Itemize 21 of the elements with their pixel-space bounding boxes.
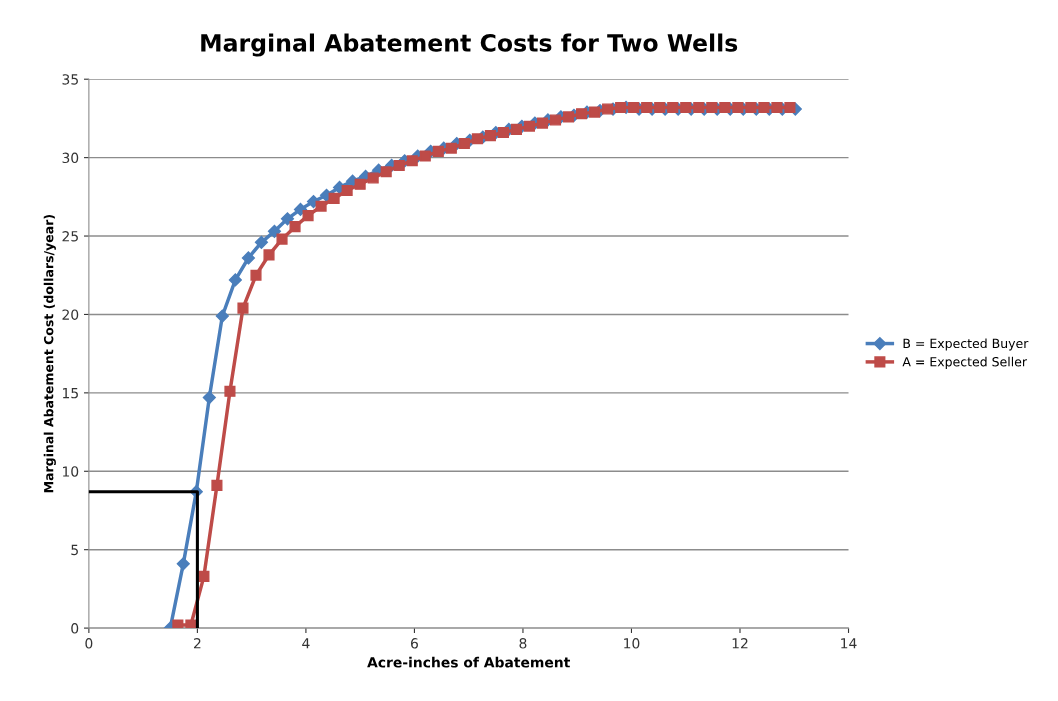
- x-axis-title: Acre-inches of Abatement: [367, 656, 571, 668]
- x-tick-label: 8: [519, 638, 527, 649]
- x-tick-label: 6: [410, 638, 418, 649]
- y-tick-label: 25: [62, 231, 78, 242]
- legend-label: B = Expected Buyer: [903, 338, 1029, 351]
- y-tick-label: 0: [71, 623, 79, 634]
- x-tick-label: 10: [624, 638, 640, 649]
- x-tick-label: 14: [841, 638, 857, 649]
- y-tick-label: 35: [62, 74, 78, 85]
- legend-label: A = Expected Seller: [902, 356, 1028, 369]
- y-tick-label: 15: [63, 388, 78, 399]
- x-tick-label: 4: [302, 638, 310, 649]
- y-tick-label: 30: [62, 152, 79, 164]
- y-tick-label: 5: [71, 544, 78, 556]
- y-axis-title: Marginal Abatement Cost (dollars/year): [43, 215, 56, 493]
- y-tick-label: 10: [63, 466, 79, 477]
- x-tick-label: 2: [193, 638, 201, 649]
- chart-title: Marginal Abatement Costs for Two Wells: [201, 33, 738, 57]
- y-tick-label: 20: [62, 309, 79, 320]
- x-tick-label: 0: [85, 638, 93, 649]
- x-tick-label: 12: [732, 638, 748, 649]
